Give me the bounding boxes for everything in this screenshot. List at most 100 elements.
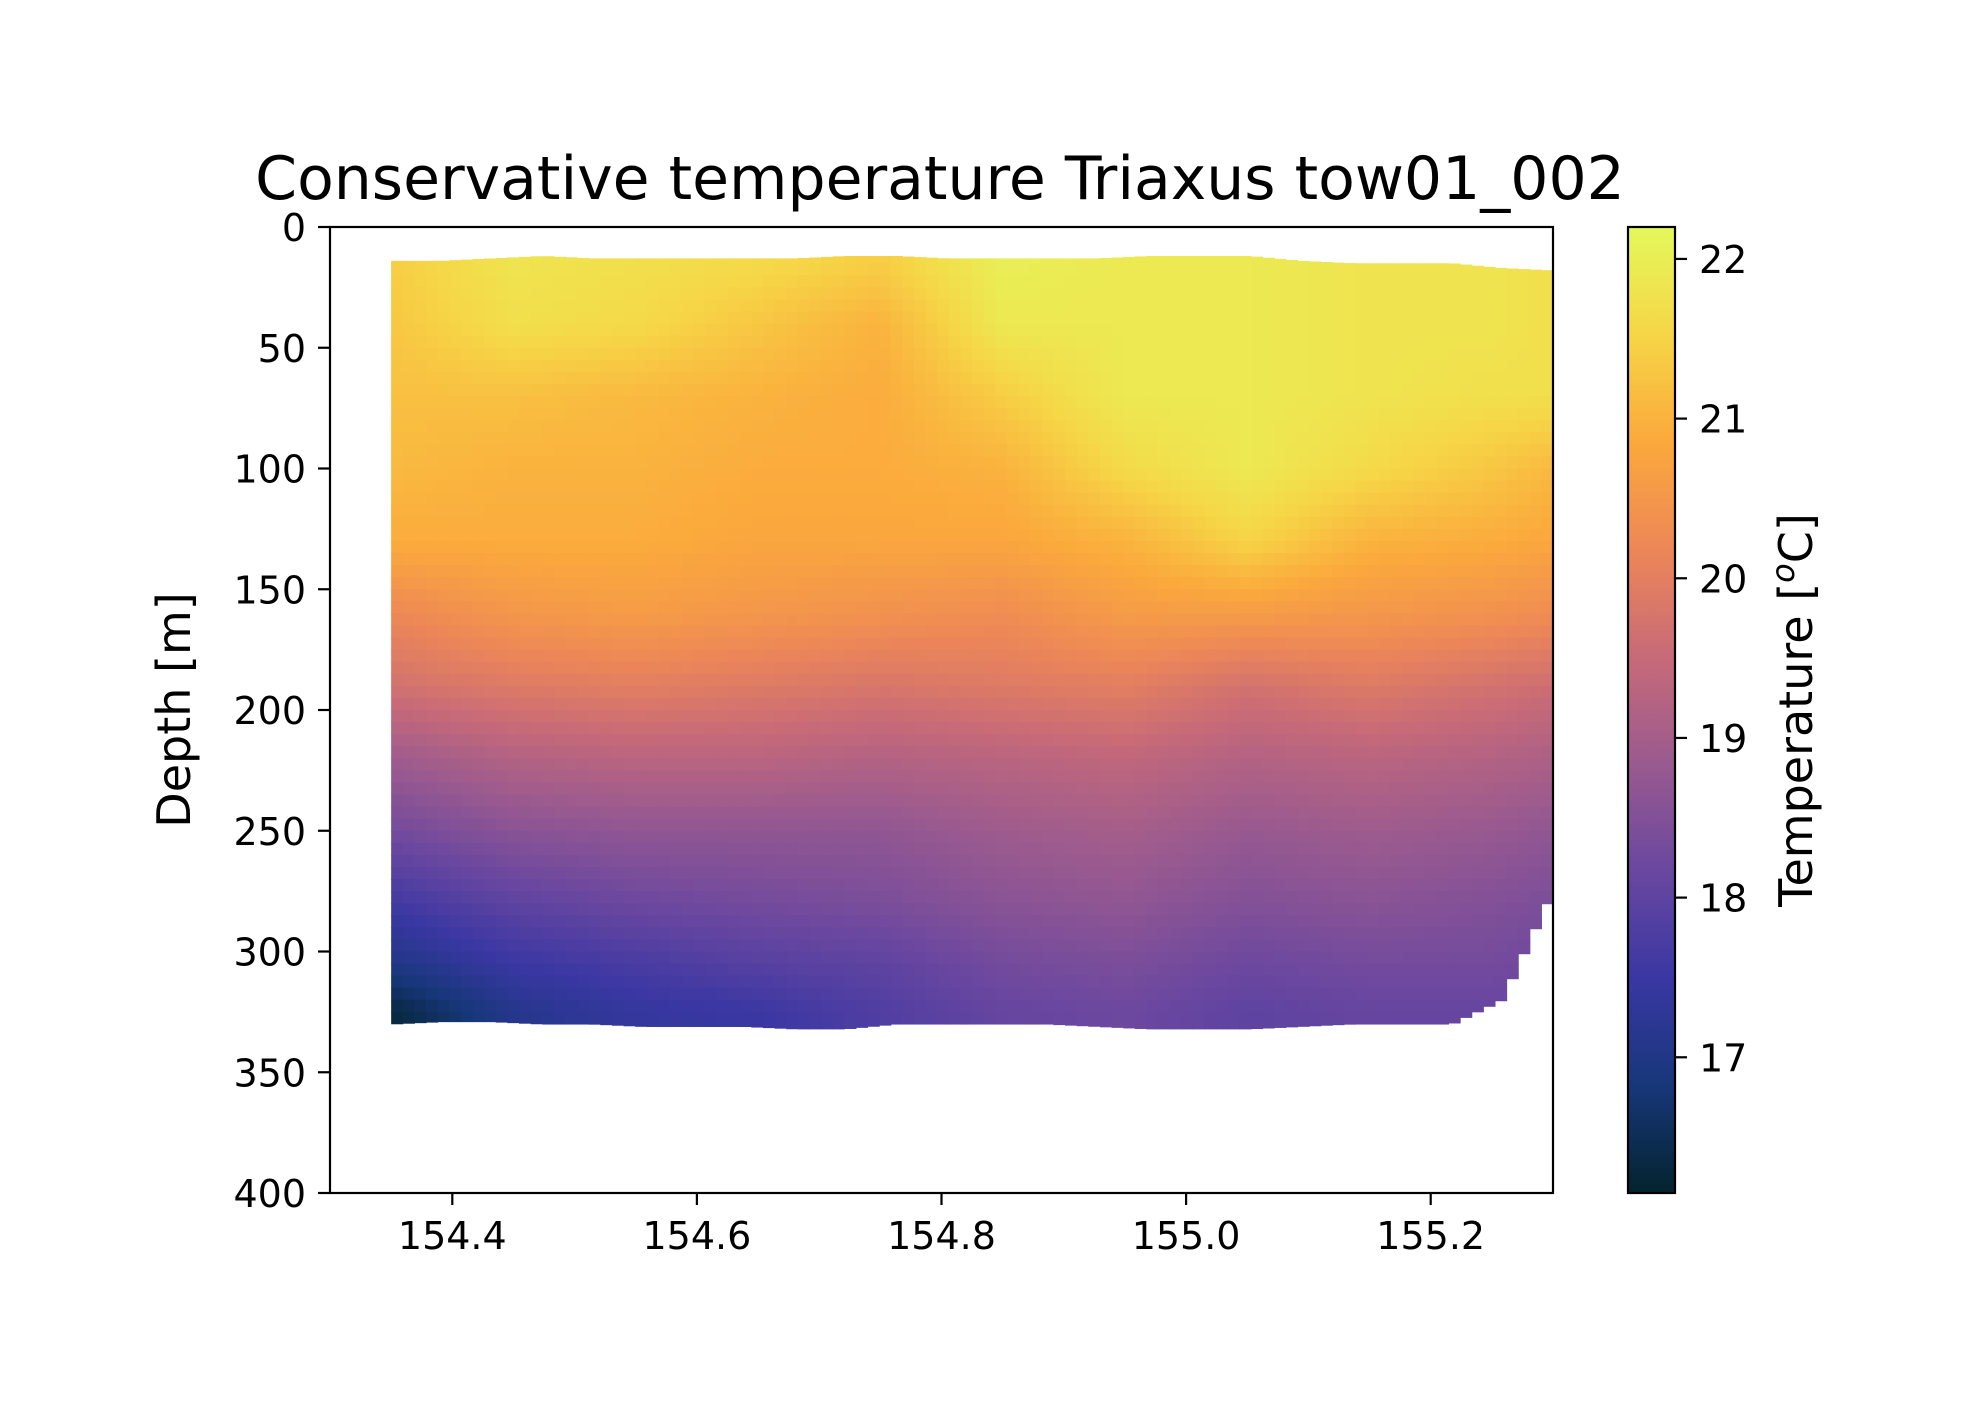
heatmap-cell [542, 408, 555, 421]
heatmap-cell [728, 649, 741, 663]
heatmap-cell [542, 359, 555, 373]
heatmap-cell [1262, 456, 1275, 470]
heatmap-cell [913, 468, 927, 482]
heatmap-cell [948, 383, 962, 397]
heatmap-cell [669, 408, 683, 421]
heatmap-cell [449, 734, 462, 747]
heatmap-cell [1041, 770, 1055, 784]
heatmap-cell [426, 915, 439, 928]
heatmap-cell [855, 830, 869, 844]
heatmap-cell [1262, 263, 1275, 276]
heatmap-cell [588, 697, 601, 711]
heatmap-cell [658, 396, 671, 409]
heatmap-cell [669, 637, 683, 651]
heatmap-cell [786, 456, 799, 470]
heatmap-cell [751, 408, 764, 421]
heatmap-cell [402, 275, 415, 288]
heatmap-cell [530, 371, 543, 385]
heatmap-cell [774, 685, 787, 699]
heatmap-cell [832, 975, 845, 989]
heatmap-cell [542, 987, 555, 1001]
heatmap-cell [426, 613, 439, 627]
heatmap-cell [460, 444, 474, 458]
heatmap-cell [1041, 854, 1055, 868]
heatmap-cell [1169, 287, 1182, 301]
heatmap-cell [844, 1011, 857, 1025]
heatmap-cell [472, 697, 485, 711]
heatmap-cell [1018, 577, 1031, 590]
heatmap-cell [1274, 311, 1287, 325]
heatmap-cell [1250, 311, 1264, 325]
heatmap-cell [426, 903, 439, 916]
heatmap-cell [751, 818, 764, 832]
heatmap-cell [937, 879, 950, 892]
heatmap-cell [1227, 927, 1240, 941]
heatmap-cell [588, 589, 601, 602]
heatmap-cell [739, 565, 752, 578]
heatmap-cell [391, 613, 404, 627]
heatmap-cell [484, 770, 497, 784]
heatmap-cell [1076, 903, 1089, 916]
heatmap-cell [1146, 504, 1159, 518]
heatmap-cell [518, 601, 532, 615]
heatmap-cell [1216, 613, 1229, 627]
heatmap-cell [1250, 287, 1264, 301]
heatmap-cell [611, 866, 625, 880]
heatmap-cell [588, 613, 601, 627]
heatmap-cell [611, 842, 625, 856]
heatmap-cell [1250, 854, 1264, 868]
heatmap-cell [832, 661, 845, 675]
heatmap-cell [739, 770, 752, 784]
heatmap-cell [681, 287, 694, 301]
heatmap-cell [391, 794, 404, 808]
heatmap-cell [449, 710, 462, 723]
heatmap-cell [983, 625, 996, 639]
heatmap-cell [902, 661, 915, 675]
heatmap-cell [623, 963, 636, 977]
heatmap-cell [983, 649, 996, 663]
heatmap-cell [437, 903, 450, 916]
heatmap-cell [716, 746, 729, 759]
heatmap-cell [1076, 782, 1089, 796]
heatmap-cell [1250, 722, 1264, 735]
heatmap-cell [646, 866, 659, 880]
heatmap-cell [1076, 516, 1089, 530]
heatmap-cell [635, 577, 648, 590]
heatmap-cell [844, 854, 857, 868]
heatmap-cell [611, 649, 625, 663]
heatmap-cell [1088, 673, 1101, 687]
heatmap [391, 255, 1553, 1030]
heatmap-cell [1053, 770, 1066, 784]
heatmap-cell [913, 794, 927, 808]
heatmap-cell [1053, 1011, 1066, 1025]
heatmap-cell [623, 661, 636, 675]
heatmap-cell [844, 830, 857, 844]
heatmap-cell [751, 685, 764, 699]
heatmap-cell [739, 371, 752, 385]
heatmap-cell [623, 806, 636, 820]
heatmap-cell [1030, 408, 1043, 421]
heatmap-cell [890, 359, 903, 373]
heatmap-cell [1181, 255, 1194, 264]
heatmap-cell [774, 258, 787, 264]
heatmap-cell [414, 975, 427, 989]
heatmap-cell [553, 1011, 567, 1025]
heatmap-cell [1274, 335, 1287, 349]
heatmap-cell [669, 383, 683, 397]
heatmap-cell [588, 625, 601, 639]
heatmap-cell [960, 371, 973, 385]
heatmap-cell [518, 516, 532, 530]
heatmap-cell [797, 601, 811, 615]
heatmap-cell [809, 842, 822, 856]
heatmap-cell [669, 987, 683, 1001]
heatmap-cell [565, 504, 578, 518]
heatmap-cell [565, 444, 578, 458]
heatmap-cell [1018, 601, 1031, 615]
heatmap-cell [577, 637, 590, 651]
heatmap-cell [449, 722, 462, 735]
heatmap-cell [821, 504, 834, 518]
heatmap-cell [577, 818, 590, 832]
heatmap-cell [1192, 323, 1206, 337]
heatmap-cell [844, 818, 857, 832]
heatmap-cell [1088, 553, 1101, 566]
